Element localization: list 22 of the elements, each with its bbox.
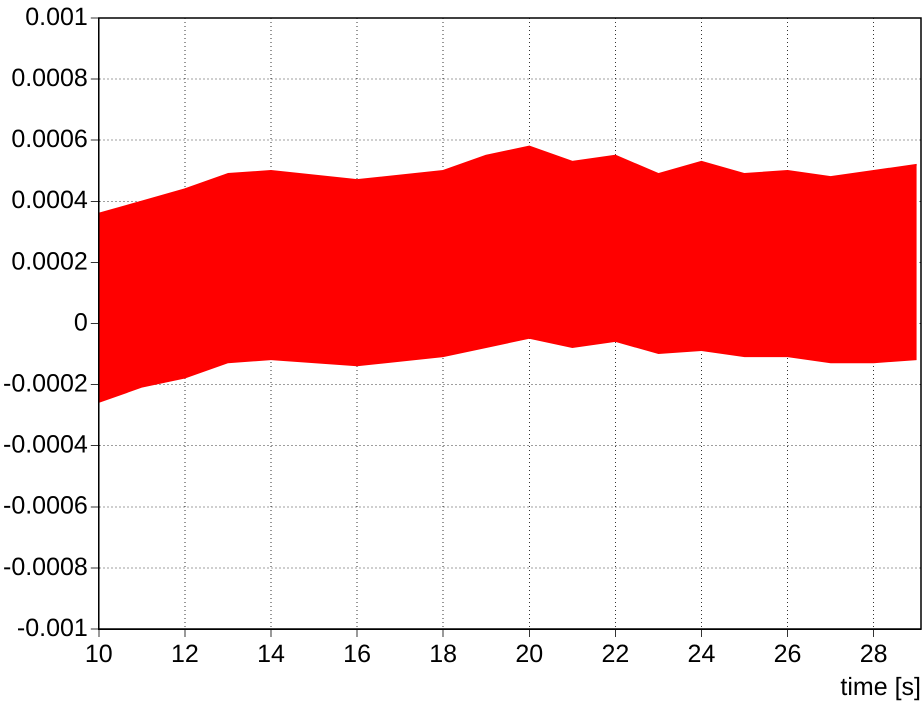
x-tick-label: 18 xyxy=(429,640,458,668)
y-tick-label: 0.0008 xyxy=(11,64,88,92)
y-tick-label: 0.0006 xyxy=(11,125,88,154)
x-axis-title: time [s] xyxy=(840,672,921,701)
y-tick-label: -0.001 xyxy=(16,614,88,642)
x-tick-label: 10 xyxy=(84,640,113,668)
y-tick-label: 0.001 xyxy=(25,2,88,31)
x-tick-label: 22 xyxy=(601,640,630,668)
x-tick-label: 26 xyxy=(774,640,802,668)
y-tick-label: 0 xyxy=(74,308,88,336)
x-tick-label: 28 xyxy=(860,640,888,668)
y-tick-label: -0.0008 xyxy=(2,552,88,581)
x-tick-label: 14 xyxy=(257,640,285,668)
y-tick-label: -0.0002 xyxy=(2,369,88,398)
y-tick-label: 0.0004 xyxy=(11,186,88,214)
x-tick-label: 16 xyxy=(343,640,371,668)
y-tick-label: 0.0002 xyxy=(11,247,88,276)
y-tick-label: -0.0006 xyxy=(2,492,88,520)
x-tick-label: 20 xyxy=(515,640,544,668)
y-tick-label: -0.0004 xyxy=(2,430,88,459)
x-tick-label: 12 xyxy=(170,640,199,668)
x-tick-label: 24 xyxy=(688,640,716,668)
